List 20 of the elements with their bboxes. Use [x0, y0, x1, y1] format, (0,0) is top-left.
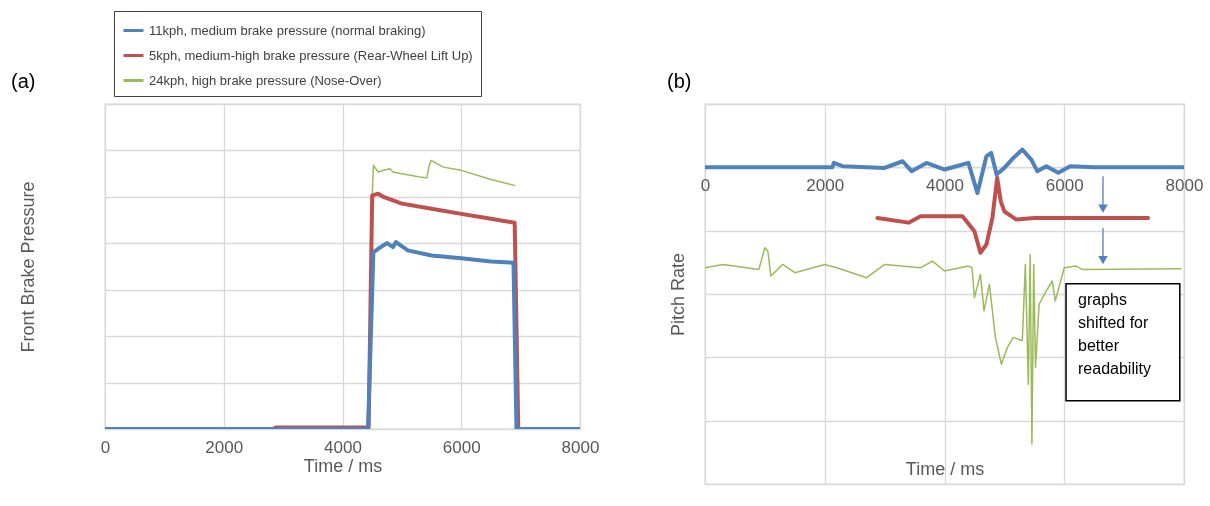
x-tick-label: 8000	[561, 437, 600, 457]
chart-title: (b)	[667, 70, 692, 92]
x-tick-label: 0	[700, 175, 711, 195]
x-axis-title: Time / ms	[303, 455, 383, 476]
chart-title: (a)	[11, 70, 36, 92]
legend-label: 24kph, high brake pressure (Nose-Over)	[149, 72, 382, 88]
x-tick-label: 8000	[1165, 175, 1204, 195]
y-axis-title: Front Brake Pressure	[17, 181, 38, 353]
x-tick-label: 6000	[1045, 175, 1084, 195]
legend-label: 5kph, medium-high brake pressure (Rear-Wheel Lift Up)	[149, 47, 473, 63]
x-tick-label: 2000	[806, 175, 845, 195]
x-tick-label: 4000	[926, 175, 964, 195]
legend-label: 11kph, medium brake pressure (normal braking)	[149, 22, 426, 38]
x-tick-label: 6000	[442, 437, 481, 457]
x-tick-label: 2000	[205, 437, 244, 457]
x-axis-title: Time / ms	[905, 458, 985, 479]
x-tick-label: 0	[100, 437, 111, 457]
y-axis-title: Pitch Rate	[667, 252, 688, 337]
x-tick-label: 4000	[324, 437, 362, 457]
annotation: graphs shifted for better readability	[1078, 290, 1151, 377]
